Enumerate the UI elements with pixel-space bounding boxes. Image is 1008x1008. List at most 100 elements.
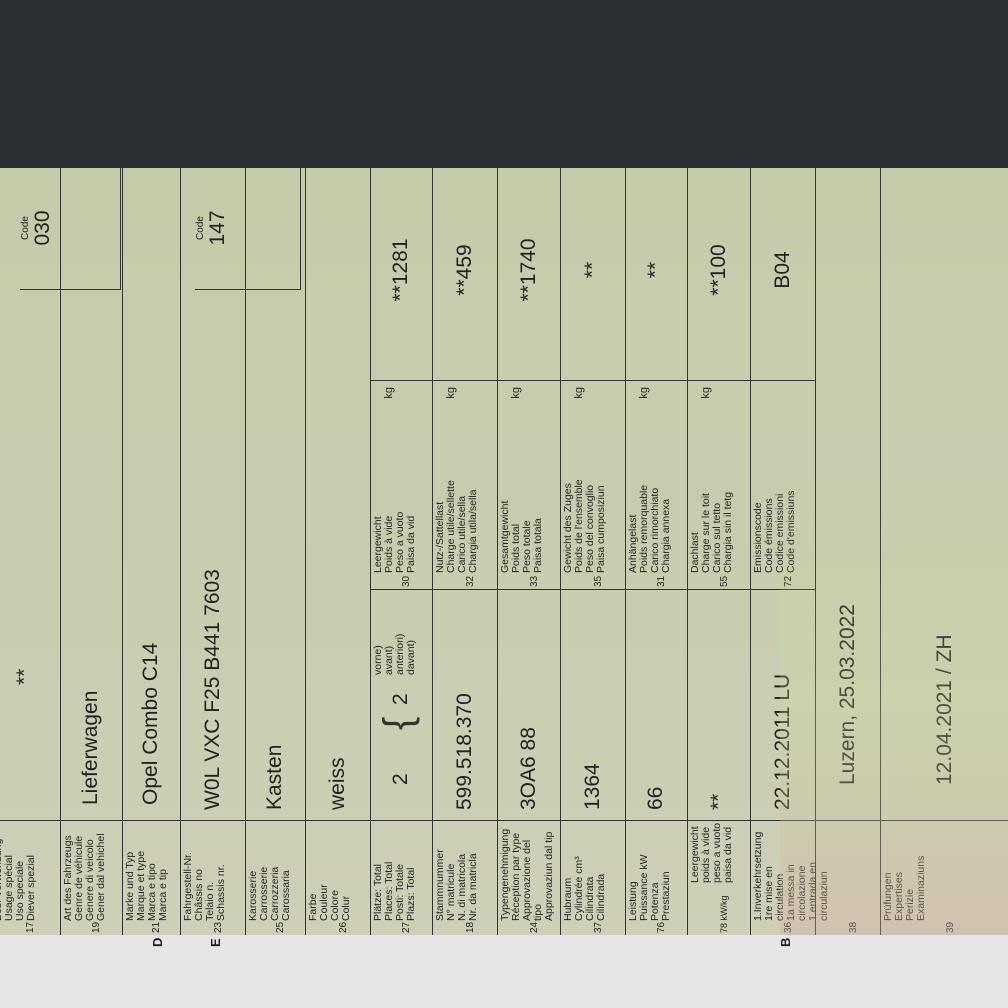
brace-icon: { — [376, 716, 420, 730]
field-label: 76 Leistung Puissance kW Potenza Prestaziun — [625, 820, 687, 935]
field-value: 1364 — [580, 763, 604, 810]
field-label: 21 Marke und Typ Marque et type Marca e tip… — [122, 820, 180, 935]
field-label-line: paisa da vid — [722, 826, 734, 883]
field-value: Opel Combo C14 — [139, 642, 162, 805]
field-label: 27 Plätze: Total Places: Total Posti: Total… — [370, 820, 432, 935]
field-label: 72 Emissionscode Code émissions Codice emis… — [750, 380, 815, 590]
field-value: 599.518.370 — [452, 693, 476, 810]
field-label-line: Examinaziuns — [915, 855, 927, 921]
unit-label: kg — [383, 387, 395, 399]
field-number: 38 — [847, 921, 859, 933]
front-seats-value: 2 — [389, 693, 412, 705]
field-row-38: 38 Luzern, 25.03.2022 — [815, 168, 881, 935]
field-number: 24 — [528, 921, 540, 933]
field-number: 17 — [25, 921, 36, 933]
field-number: 35 — [592, 575, 604, 587]
field-number: 25 — [275, 921, 286, 933]
code-label: Code — [195, 216, 206, 240]
field-label-line: Code d'emissiuns — [785, 490, 797, 573]
field-label-line: Carossaria — [280, 870, 292, 921]
code-box: Code 147 — [195, 167, 301, 290]
field-label-line: 1re mise en circulation — [763, 866, 786, 921]
field-number: 33 — [528, 575, 540, 587]
field-label: 36 1.Inverkehrsetzung 1re mise en circulat… — [750, 820, 830, 935]
field-number: 31 — [656, 575, 667, 587]
field-value: weiss — [325, 757, 349, 810]
field-label: 19 Art des Fahrzeugs Genre de véhicule Gene… — [60, 820, 122, 935]
field-label-line: Gener dal vehichel — [95, 833, 107, 921]
field-number: 27 — [401, 921, 412, 933]
field-label-line: Plazs: Total — [405, 867, 417, 922]
field-value: B04 — [770, 251, 794, 289]
field-row-27: 27 Plätze: Total Places: Total Posti: Total… — [370, 168, 433, 935]
field-label: 37 Hubraum Cylindrée cm³ Cilindrata Cilindra… — [560, 820, 625, 935]
code-value: 030 — [31, 210, 54, 246]
field-number: 18 — [464, 921, 476, 933]
side-marker: E — [208, 938, 223, 947]
field-label-line: Diever spezial — [25, 855, 37, 921]
field-value: W0L VXC F25 B441 7603 — [200, 569, 224, 810]
field-label-line: Approvazione del tipo — [521, 839, 544, 921]
field-value: ** — [13, 668, 36, 685]
field-label: 26 Farbe Couleur Colore Colur — [305, 820, 370, 935]
field-label: 78 kW/kg Leergewicht poids à vide peso a vu… — [687, 820, 750, 935]
field-value: ** — [580, 261, 604, 279]
field-label-line: 1a messa in circolazione — [785, 864, 808, 921]
table-surface — [0, 935, 1008, 1008]
code-value: 147 — [206, 210, 229, 246]
field-label: 38 — [815, 820, 880, 935]
field-label-line: Chargia utila/sella — [467, 489, 479, 573]
field-row-37: 37 Hubraum Cylindrée cm³ Cilindrata Cilindra… — [560, 168, 626, 935]
field-label: 17 Bes. Verwendung Usage spécial Uso specia… — [0, 820, 60, 935]
field-value: ** — [706, 793, 730, 810]
field-value: **100 — [706, 244, 730, 296]
field-value: 12.04.2021 / ZH — [933, 634, 956, 785]
field-label: 23 Fahrgestell-Nr. Châssis no Telaio n. Scha… — [180, 820, 245, 935]
field-label-line: Nr. da matricla — [467, 853, 479, 921]
field-label-line: Paisa da vid — [405, 515, 417, 573]
field-number: 55 — [718, 575, 730, 587]
field-row-36: 36 1.Inverkehrsetzung 1re mise en circulat… — [750, 168, 830, 947]
field-number: 39 — [945, 921, 956, 933]
field-value: **1740 — [516, 238, 540, 302]
field-value: 2 — [389, 773, 412, 785]
field-label: 30 Leergewicht Poids à vide Peso a vuoto Pai… — [370, 380, 432, 590]
front-seats-label: vorne) avant) anteriori) davant) — [372, 634, 417, 675]
field-value: **459 — [452, 244, 476, 296]
field-label-line: Paisa totala — [532, 518, 544, 573]
field-row-21: 21 Marke und Typ Marque et type Marca e tip… — [122, 168, 181, 947]
field-label-line: Approvaziun dal tip — [543, 831, 555, 921]
field-value: Luzern, 25.03.2022 — [835, 604, 859, 785]
field-number: 36 — [782, 921, 794, 933]
code-label: Code — [20, 216, 31, 240]
unit-label: kg — [445, 387, 457, 399]
field-value: Kasten — [263, 744, 286, 810]
field-number: 26 — [337, 921, 349, 933]
field-label-line: Chargia sin il tetg — [722, 491, 734, 573]
field-row-76: 76 Leistung Puissance kW Potenza Prestaziun 6… — [625, 168, 688, 935]
code-box: Code 030 — [20, 167, 121, 290]
field-number: 19 — [91, 921, 102, 933]
field-number: 37 — [592, 921, 604, 933]
field-label: 18 Stammnummer N° matricule N. di matricola… — [432, 820, 497, 935]
field-label: 39 Prüfungen Expertises Perizie Examinaziuns — [880, 820, 1008, 935]
side-marker: D — [150, 937, 165, 947]
field-label: 25 Karosserie Carrosserie Carrozzeria Caross… — [245, 820, 305, 935]
field-row-26: 26 Farbe Couleur Colore Colur weiss — [305, 168, 371, 935]
unit-label: kg — [510, 387, 522, 399]
field-label-line: Cilindrada — [595, 873, 607, 921]
field-label-line: Prestaziun — [660, 871, 672, 921]
field-label-line: Paisa cumposiziun — [595, 485, 607, 573]
field-value: 3OA6 88 — [516, 727, 540, 810]
field-label-line: Colur — [340, 895, 352, 921]
field-row-24: 24 Typengenehmigung Réception par type Appr… — [497, 168, 561, 935]
field-value: Lieferwagen — [79, 690, 102, 805]
unit-label: kg — [573, 387, 585, 399]
field-number: 72 — [782, 575, 794, 587]
field-number: 21 — [151, 921, 162, 933]
field-row-78: 78 kW/kg Leergewicht poids à vide peso a vu… — [687, 168, 751, 935]
field-label-line: Marca e tip — [157, 869, 169, 921]
field-number: 32 — [464, 575, 476, 587]
field-label: 33 Gesamtgewicht Poids total Peso totale Pai… — [497, 380, 560, 590]
